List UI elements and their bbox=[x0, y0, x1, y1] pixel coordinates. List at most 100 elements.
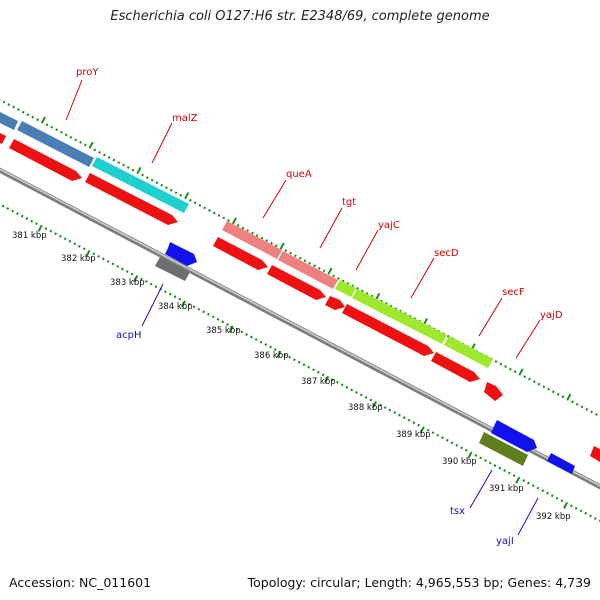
cds-arrow[interactable] bbox=[342, 304, 434, 356]
major-tick bbox=[371, 401, 377, 409]
minor-tick bbox=[212, 211, 216, 215]
minor-tick bbox=[92, 252, 96, 256]
minor-tick bbox=[537, 382, 541, 386]
cds-arrow[interactable] bbox=[590, 446, 600, 462]
gene-block-tgt[interactable] bbox=[278, 251, 338, 289]
minor-tick bbox=[379, 403, 382, 407]
major-tick bbox=[327, 267, 333, 275]
kbp-label: 381 kbp bbox=[12, 231, 47, 241]
cds-arrow[interactable] bbox=[85, 173, 178, 225]
minor-tick bbox=[16, 212, 19, 215]
kbp-label: 386 kbp bbox=[254, 351, 289, 361]
forward-gene-track bbox=[0, 107, 493, 368]
gene-block-malZ[interactable] bbox=[92, 157, 189, 213]
gene-block-tsx-arrow[interactable] bbox=[491, 420, 537, 452]
kbp-label: 382 kbp bbox=[61, 254, 96, 264]
gene-block-tsx[interactable] bbox=[479, 432, 528, 466]
minor-tick bbox=[20, 214, 24, 218]
minor-tick bbox=[264, 343, 268, 347]
minor-tick bbox=[111, 262, 115, 266]
minor-tick bbox=[64, 133, 68, 137]
major-tick bbox=[133, 275, 139, 283]
minor-tick bbox=[321, 373, 325, 377]
minor-tick bbox=[1, 204, 5, 208]
gene-label-yajC[interactable]: yajC bbox=[378, 220, 400, 231]
gene-block-yajI-arrow[interactable] bbox=[547, 453, 575, 474]
major-tick bbox=[228, 325, 234, 333]
gene-block-secD[interactable] bbox=[352, 289, 447, 344]
minor-tick bbox=[250, 335, 253, 339]
cds-arrow[interactable] bbox=[9, 139, 82, 181]
gene-label-proY[interactable]: proY bbox=[76, 67, 99, 78]
kbp-label: 384 kbp bbox=[158, 302, 193, 312]
minor-tick bbox=[431, 431, 435, 435]
minor-tick bbox=[58, 234, 62, 238]
cds-arrow[interactable] bbox=[267, 265, 326, 300]
minor-tick bbox=[531, 484, 535, 488]
gene-label-queA[interactable]: queA bbox=[286, 169, 312, 180]
gene-block-queA[interactable] bbox=[222, 221, 282, 259]
minor-tick bbox=[55, 128, 58, 132]
kbp-label: 391 kbp bbox=[489, 484, 524, 494]
minor-tick bbox=[536, 486, 540, 490]
minor-tick bbox=[316, 370, 320, 374]
gene-block-proY-left[interactable] bbox=[0, 107, 18, 130]
minor-tick bbox=[30, 219, 34, 223]
minor-tick bbox=[235, 328, 239, 331]
gene-label-yajD[interactable]: yajD bbox=[540, 310, 563, 321]
gene-labels: proY malZ queA tgt yajC secD secF yajD a… bbox=[76, 67, 563, 547]
minor-tick bbox=[255, 234, 259, 238]
minor-tick bbox=[154, 285, 158, 289]
minor-tick bbox=[426, 428, 430, 432]
cds-arrow[interactable] bbox=[484, 382, 503, 401]
minor-tick bbox=[188, 198, 192, 202]
minor-tick bbox=[35, 222, 38, 226]
minor-tick bbox=[313, 264, 316, 268]
major-tick bbox=[37, 224, 43, 232]
pointer-yajC bbox=[355, 229, 379, 271]
kbp-label: 390 kbp bbox=[442, 457, 477, 467]
minor-tick bbox=[178, 297, 182, 301]
minor-tick bbox=[503, 469, 506, 472]
minor-tick bbox=[289, 251, 293, 255]
minor-tick bbox=[101, 257, 105, 261]
major-tick bbox=[85, 249, 91, 258]
gene-label-acpH[interactable]: acpH bbox=[116, 330, 142, 341]
minor-tick bbox=[350, 388, 354, 392]
gene-block-yajC[interactable] bbox=[335, 280, 356, 297]
gene-label-secF[interactable]: secF bbox=[502, 287, 525, 298]
minor-tick bbox=[169, 188, 173, 192]
minor-tick bbox=[307, 365, 311, 369]
gene-block-acpH[interactable] bbox=[155, 257, 190, 281]
minor-tick bbox=[211, 315, 215, 319]
major-tick bbox=[40, 116, 46, 124]
minor-tick bbox=[499, 362, 503, 366]
gene-label-malZ[interactable]: malZ bbox=[172, 113, 198, 124]
minor-tick bbox=[542, 385, 546, 389]
genome-title: Escherichia coli O127:H6 str. E2348/69, … bbox=[110, 9, 490, 24]
minor-tick bbox=[141, 173, 144, 177]
minor-tick bbox=[222, 216, 226, 220]
pointer-proY bbox=[65, 79, 83, 121]
gene-label-tgt[interactable]: tgt bbox=[342, 197, 356, 208]
minor-tick bbox=[254, 338, 258, 341]
gene-block-proY[interactable] bbox=[17, 121, 94, 167]
gene-block-acpH-arrow[interactable] bbox=[165, 242, 197, 266]
major-tick bbox=[375, 292, 381, 300]
gene-label-secD[interactable]: secD bbox=[434, 248, 459, 259]
cds-arrow[interactable] bbox=[431, 352, 480, 382]
gene-label-yajI[interactable]: yajI bbox=[496, 536, 514, 547]
pointer-yajI bbox=[517, 497, 539, 536]
minor-tick bbox=[504, 365, 507, 368]
gene-label-tsx[interactable]: tsx bbox=[450, 506, 465, 517]
minor-tick bbox=[259, 340, 263, 344]
cds-arrow[interactable] bbox=[0, 128, 6, 144]
cds-arrow[interactable] bbox=[325, 296, 345, 310]
minor-tick bbox=[494, 360, 498, 363]
cds-arrow[interactable] bbox=[213, 237, 268, 270]
minor-tick bbox=[31, 115, 35, 119]
gene-block-secF[interactable] bbox=[444, 336, 493, 368]
minor-tick bbox=[164, 290, 167, 294]
minor-tick bbox=[273, 348, 277, 352]
